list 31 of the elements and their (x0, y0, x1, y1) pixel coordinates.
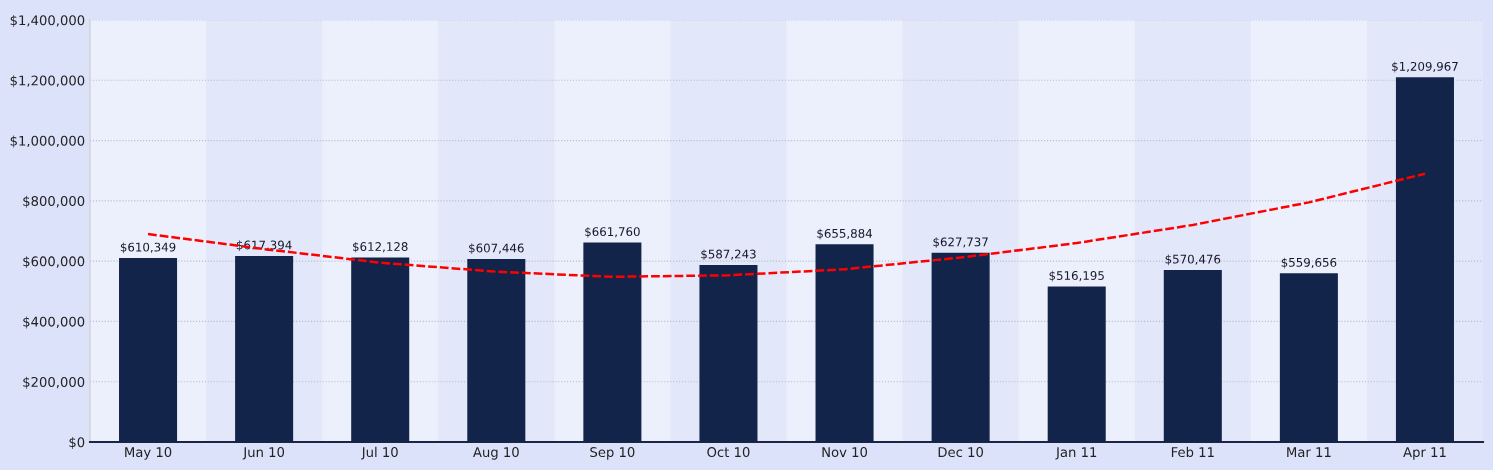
data-label: $516,195 (1049, 270, 1104, 282)
data-label: $655,884 (817, 228, 873, 240)
y-tick-label: $1,000,000 (10, 135, 85, 148)
y-tick-label: $1,200,000 (10, 75, 85, 88)
x-tick-label: Oct 10 (707, 447, 750, 458)
x-tick-label: Jan 11 (1055, 447, 1097, 460)
x-tick-label: Feb 11 (1171, 446, 1214, 458)
x-tick-label: Nov 10 (822, 447, 868, 458)
data-label: $559,656 (1281, 257, 1337, 269)
data-label: $610,349 (120, 242, 176, 254)
x-tick-label: Dec 10 (938, 447, 984, 458)
data-label: $627,737 (933, 237, 988, 248)
x-tick-label: Jul 10 (361, 446, 398, 460)
y-tick-label: $1,400,000 (10, 14, 85, 27)
y-tick-label: $800,000 (23, 195, 85, 208)
x-tick-label: May 10 (125, 447, 172, 460)
x-tick-label: Mar 11 (1287, 447, 1331, 458)
data-label: $607,446 (469, 243, 524, 255)
x-tick-label: Jun 10 (242, 447, 285, 460)
y-tick-label: $200,000 (23, 376, 85, 389)
y-tick-label: $600,000 (23, 256, 85, 269)
data-label: $570,476 (1165, 254, 1221, 266)
data-label: $1,209,967 (1392, 61, 1458, 73)
data-label: $587,243 (701, 249, 756, 261)
x-tick-label: Apr 11 (1403, 447, 1446, 460)
data-label: $612,128 (353, 241, 408, 253)
y-tick-label: $0 (69, 436, 85, 449)
data-label: $661,760 (585, 226, 640, 238)
y-tick-label: $400,000 (23, 316, 85, 329)
x-tick-label: Sep 10 (590, 447, 635, 460)
x-tick-label: Aug 10 (473, 447, 519, 460)
